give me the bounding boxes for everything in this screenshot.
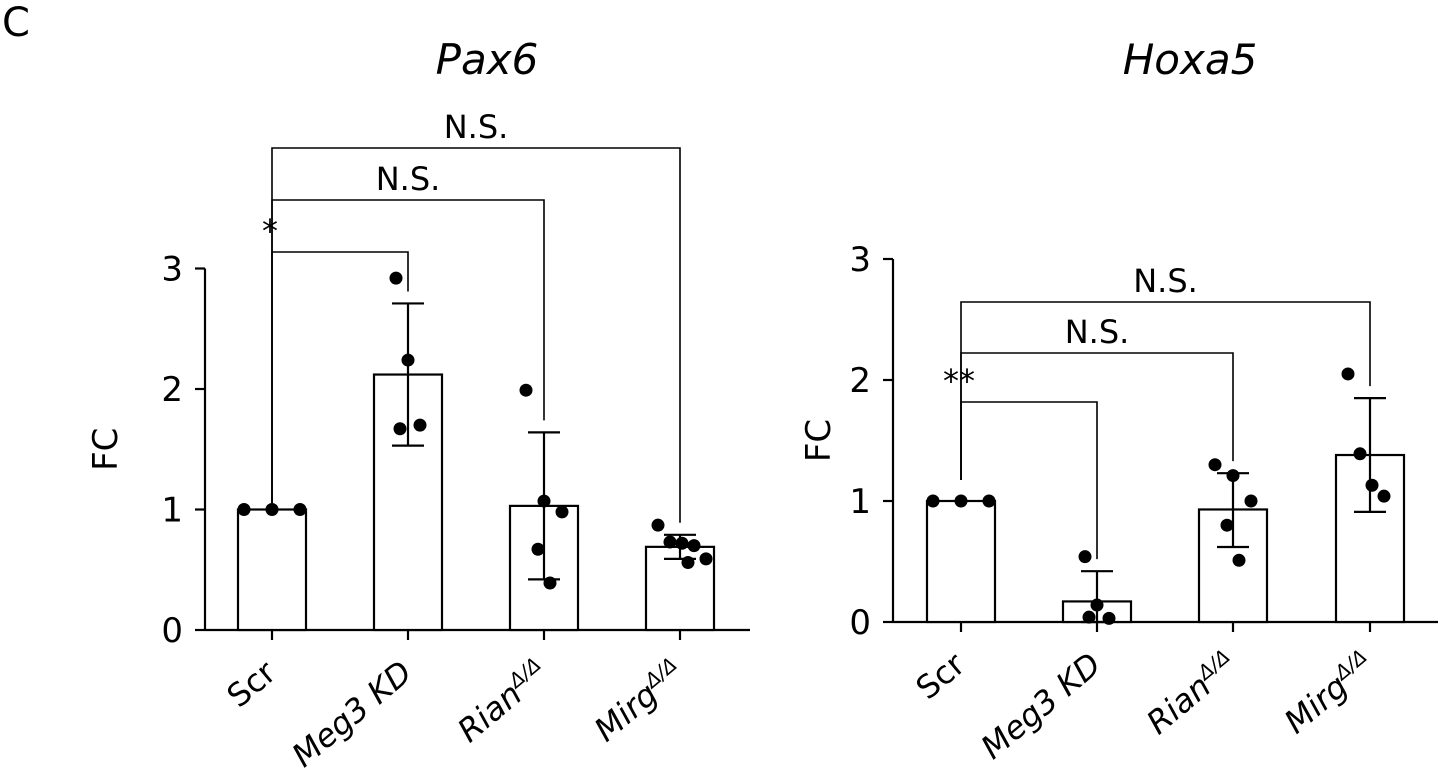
data-point [663,535,677,549]
y-axis-label: FC [86,428,126,471]
significance-bracket [960,301,1371,480]
data-point [531,542,545,556]
data-point [519,383,533,397]
data-point [413,418,427,432]
x-category-label: RianΔ/Δ [450,652,556,749]
chart-title: Pax6 [436,35,539,84]
data-point [389,271,403,285]
chart-pax6: Pax6 0 1 2 3 FC Scr Meg3 KD RianΔ/Δ MirgΔ/Δ * N.S.N… [86,35,750,775]
data-point [1208,458,1222,472]
y-tick-label: 0 [849,603,871,643]
data-point [555,505,569,519]
significance-label: N.S. [444,108,509,146]
data-point [537,494,551,508]
x-category-label: Scr [220,652,284,714]
data-point [543,576,557,590]
y-tick-label: 2 [849,361,871,401]
significance-label: N.S. [376,160,441,198]
significance-label: ** [943,362,975,400]
data-point [1078,550,1092,564]
data-point [1365,478,1379,492]
data-point [1220,518,1234,532]
x-category-label: RianΔ/Δ [1139,644,1245,741]
data-point [1232,553,1246,567]
y-axis-label: FC [799,419,839,462]
data-point [237,503,251,516]
x-category-label: MirgΔ/Δ [1276,644,1381,741]
data-point [1226,469,1240,483]
category-name: Scr [220,652,284,714]
category-name: Meg3 KD [285,653,420,775]
data-point [954,494,968,508]
significance-label: * [262,212,278,250]
data-point [1090,598,1104,612]
data-point [651,518,665,532]
category-name: Scr [909,644,973,706]
data-point [1102,611,1116,625]
data-point [1377,489,1391,503]
bar-hoxa5-0 [925,499,997,624]
chart-title: Hoxa5 [1123,35,1258,84]
y-tick-label: 0 [161,611,183,651]
significance-label: N.S. [1133,262,1198,300]
x-category-label: Meg3 KD [285,653,420,775]
chart-hoxa5: Hoxa5 0 1 2 3 FC Scr Meg3 KD RianΔ/Δ MirgΔ/Δ ** N.S… [799,35,1438,767]
x-category-label: Meg3 KD [974,645,1109,767]
significance-label: N.S. [1065,313,1130,351]
bar-pax6-0 [236,508,308,632]
panel-label: C [2,0,30,46]
data-point [687,539,701,553]
y-tick-label: 1 [161,491,183,531]
data-point [401,353,415,367]
y-tick-label: 3 [161,250,183,290]
data-point [681,556,695,570]
data-point [675,536,689,550]
data-point [926,494,940,508]
y-tick-label: 3 [849,240,871,280]
category-name: Meg3 KD [974,645,1109,767]
data-point [1341,367,1355,381]
data-point [293,503,307,516]
data-point [982,494,996,508]
y-tick-label: 2 [161,370,183,410]
data-point [1353,447,1367,461]
significance-bracket [271,147,681,523]
data-point [393,422,407,436]
y-tick-label: 1 [849,482,871,522]
data-point [265,503,279,516]
data-point [699,552,713,566]
data-point [1082,610,1096,624]
data-point [1244,494,1258,508]
x-category-label: MirgΔ/Δ [586,652,691,749]
x-category-label: Scr [909,644,973,706]
